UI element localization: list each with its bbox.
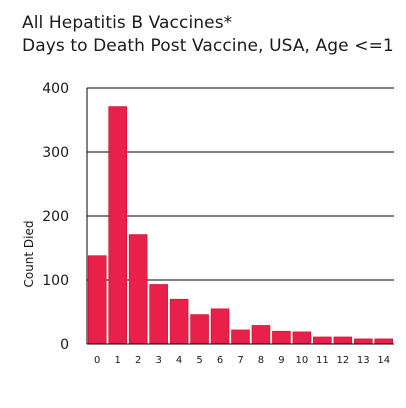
- x-tick-label: 9: [278, 355, 284, 366]
- y-tick-label: 400: [42, 81, 69, 97]
- bar-day-5: [190, 314, 209, 345]
- bar-day-8: [251, 325, 271, 345]
- x-tick-label: 3: [155, 355, 161, 366]
- x-tick-labels: 0 1 2 3 4 5 6 7 8 9 10 11 12 13 14: [94, 355, 390, 366]
- x-tick-label: 10: [296, 355, 309, 366]
- bar-day-0: [87, 255, 107, 345]
- bar-day-12: [333, 336, 353, 345]
- bar-day-2: [128, 234, 148, 345]
- bar-day-7: [231, 329, 250, 345]
- x-tick-label: 8: [258, 355, 264, 366]
- chart-subtitle: Days to Death Post Vaccine, USA, Age <=1: [22, 36, 394, 56]
- x-tick-label: 7: [237, 355, 243, 366]
- bar-day-1: [108, 106, 127, 345]
- bar-day-3: [149, 284, 168, 345]
- bar-day-6: [210, 308, 230, 345]
- axes: [86, 88, 394, 345]
- bar-day-11: [313, 336, 332, 345]
- bar-day-14: [374, 338, 394, 345]
- y-tick-label: 300: [42, 145, 69, 161]
- x-tick-label: 4: [176, 355, 182, 366]
- x-tick-label: 6: [217, 355, 223, 366]
- x-tick-label: 11: [316, 355, 329, 366]
- chart-title-block: All Hepatitis B Vaccines* Days to Death …: [22, 12, 402, 58]
- chart-title: All Hepatitis B Vaccines*: [22, 13, 233, 33]
- y-tick-labels: 0 100 200 300 400: [42, 81, 69, 353]
- bar-day-10: [292, 331, 312, 345]
- y-tick-label: 200: [42, 209, 69, 225]
- y-tick-label: 100: [42, 273, 69, 289]
- y-tick-label: 0: [60, 337, 69, 353]
- x-tick-label: 5: [196, 355, 202, 366]
- x-tick-label: 0: [94, 355, 100, 366]
- x-tick-label: 14: [377, 355, 390, 366]
- x-tick-label: 2: [135, 355, 141, 366]
- bar-day-13: [354, 338, 373, 345]
- x-tick-label: 13: [357, 355, 370, 366]
- x-tick-label: 12: [336, 355, 349, 366]
- bar-day-9: [272, 330, 291, 345]
- bars: [87, 106, 394, 345]
- bar-day-4: [169, 298, 189, 345]
- y-axis-label: Count Died: [22, 220, 36, 287]
- x-tick-label: 1: [115, 355, 121, 366]
